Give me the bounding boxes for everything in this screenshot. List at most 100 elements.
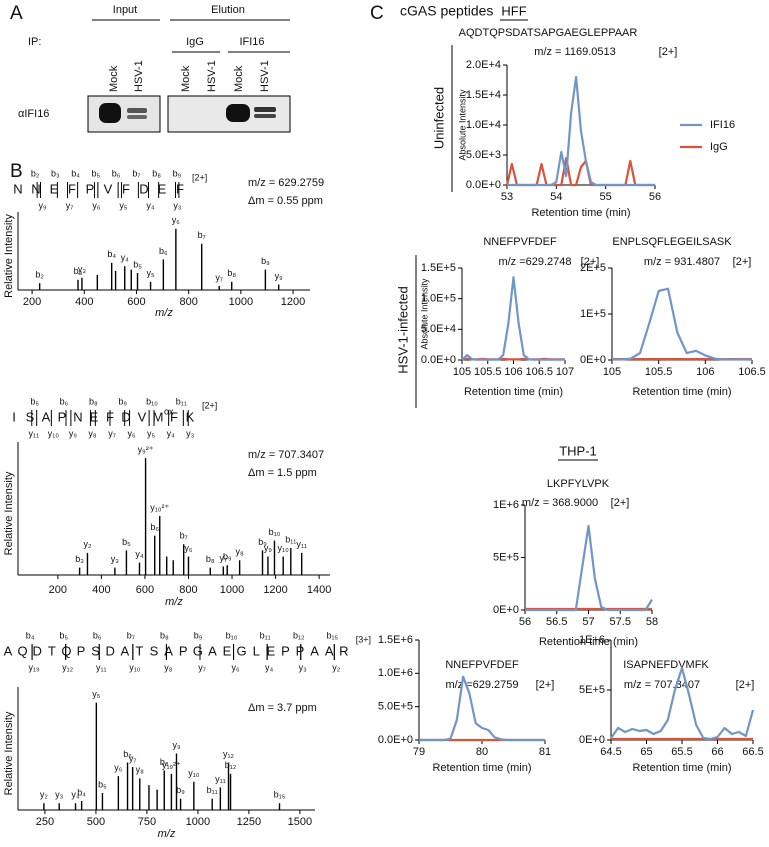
peak-label: y₆ xyxy=(114,762,123,772)
y-tick-label: 1.0E+4 xyxy=(466,119,501,131)
peak-label: y₈ xyxy=(136,765,145,775)
fragment-label: y₁₁ xyxy=(28,428,39,438)
residue: D xyxy=(139,181,148,196)
band xyxy=(254,114,276,118)
mass-error: Δm = 3.7 ppm xyxy=(248,702,317,714)
residue: N xyxy=(13,181,22,196)
x-tick-label: 1000 xyxy=(186,816,210,828)
fragment-label: y₁₂ xyxy=(62,662,74,672)
fragment-label: y₆ xyxy=(92,200,101,210)
y-tick-label: 0.0E+0 xyxy=(378,734,413,746)
y-tick-label: 5E+5 xyxy=(493,551,519,563)
peak-label: y₇ xyxy=(129,753,137,763)
fragment-label: b₁₂ xyxy=(293,630,305,640)
charge: [2+] xyxy=(733,256,752,268)
peak-label: b₉ xyxy=(176,785,185,795)
charge: [2+] xyxy=(192,172,207,182)
x-tick-label: 64.5 xyxy=(600,746,621,758)
peak-label: y₄ xyxy=(135,549,144,559)
x-tick-label: 1250 xyxy=(237,816,261,828)
peak-label: b₄ xyxy=(77,787,86,797)
peak-label: y₁₂ xyxy=(223,749,235,759)
panel-label: A xyxy=(10,3,23,24)
residue: A xyxy=(164,643,173,658)
x-tick-label: 105.5 xyxy=(474,366,502,378)
fragment-label: b₁₁ xyxy=(260,630,271,640)
fragment-label: b₂ xyxy=(31,168,40,178)
fragment-label: y₁₀ xyxy=(129,662,141,672)
fragment-label: b₁₅ xyxy=(326,630,338,640)
series-line xyxy=(507,75,655,187)
residue: V xyxy=(104,181,113,196)
residue: P xyxy=(179,643,188,658)
series-line xyxy=(419,675,545,742)
charge: [2+] xyxy=(581,256,600,268)
fragment-label: y₃ xyxy=(299,662,308,672)
x-tick-label: 106 xyxy=(504,366,522,378)
residue: S xyxy=(150,643,159,658)
peptide: ISAPNEFDVMFK xyxy=(623,659,709,671)
mz-label: m/z = 931.4807 xyxy=(644,256,720,268)
charge: [2+] xyxy=(202,400,217,410)
x-axis-label: m/z xyxy=(158,828,176,840)
y-tick-label: 2.0E+4 xyxy=(466,59,501,71)
x-tick-label: 106 xyxy=(696,366,714,378)
x-tick-label: 105 xyxy=(603,366,621,378)
peak-label: y₃ xyxy=(55,790,64,800)
peak-label: y₃ xyxy=(78,264,87,274)
peak-label: b₁₁ xyxy=(207,785,218,795)
peak-label: b₆ xyxy=(150,522,159,532)
fragment-label: y₁₀ xyxy=(48,428,60,438)
mz-label: m/z = 1169.0513 xyxy=(534,46,615,58)
fragment-label: b₆ xyxy=(60,396,69,406)
y-tick-label: 1.0E+5 xyxy=(421,293,456,305)
y-tick-label: 1E+6 xyxy=(579,634,605,646)
residue: S xyxy=(91,643,100,658)
x-tick-label: 56 xyxy=(519,616,531,628)
fragment-label: b₄ xyxy=(71,168,80,178)
panel-label: B xyxy=(10,161,23,182)
cell-heading: HFF xyxy=(501,3,526,18)
residue: A xyxy=(208,643,217,658)
fragment-label: y₃ xyxy=(173,200,182,210)
fragment-label: y₁₁ xyxy=(96,662,107,672)
y-tick-label: 0E+0 xyxy=(580,354,606,366)
peak-label: y₃ xyxy=(111,554,120,564)
x-tick-label: 200 xyxy=(49,584,67,596)
mz-label: m/z = 707.3407 xyxy=(248,449,324,461)
mz-label: m/z = 629.2759 xyxy=(248,177,324,189)
peak-label: y₉ xyxy=(172,740,181,750)
peak-label: b₂ xyxy=(35,270,44,280)
peak-label: b₁₅ xyxy=(274,790,286,800)
x-tick-label: 1400 xyxy=(307,584,331,596)
peak-label: b₇ xyxy=(198,230,206,240)
y-tick-label: 1E+5 xyxy=(580,308,606,320)
x-tick-label: 66 xyxy=(711,746,723,758)
x-tick-label: 1200 xyxy=(281,296,305,308)
peak-label: y₂ xyxy=(40,790,49,800)
residue: P xyxy=(281,643,290,658)
fragment-label: b₅ xyxy=(30,396,39,406)
x-tick-label: 81 xyxy=(539,746,551,758)
y-axis-label: Absolute Intensity xyxy=(419,278,429,350)
fragment-label: y₃ xyxy=(186,428,195,438)
peak-label: b₆ xyxy=(123,749,132,759)
x-tick-label: 1000 xyxy=(229,296,253,308)
panel-label: C xyxy=(370,3,384,24)
peak-label: b₈ xyxy=(227,268,236,278)
condition-label: Uninfected xyxy=(431,87,446,149)
x-tick-label: 56.5 xyxy=(546,616,567,628)
fragment-label: y₈ xyxy=(88,428,97,438)
mz-label: m/z =629.2748 xyxy=(498,256,571,268)
peak-label: b₅ xyxy=(133,259,142,269)
fragment-label: b₉ xyxy=(194,630,203,640)
ip-group: IFI16 xyxy=(239,36,264,48)
lane-label: Mock xyxy=(108,65,120,92)
x-tick-label: 106.5 xyxy=(738,366,766,378)
residue: L xyxy=(253,643,260,658)
x-axis-label: Retention time (min) xyxy=(539,636,638,648)
fragment-label: b₇ xyxy=(127,630,135,640)
peak-label: b₉ xyxy=(258,537,267,547)
residue: T xyxy=(48,643,56,658)
x-tick-label: 800 xyxy=(179,584,197,596)
